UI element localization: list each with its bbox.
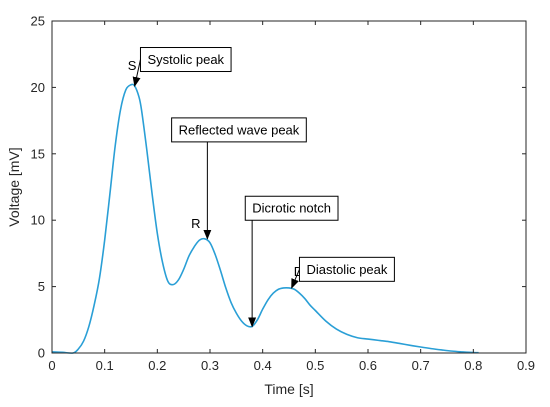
x-tick-label: 0: [48, 358, 55, 373]
annotation-arrow: [291, 269, 300, 289]
annotation-text: Reflected wave peak: [179, 122, 300, 137]
x-axis-title: Time [s]: [264, 381, 313, 397]
y-tick-label: 15: [31, 146, 45, 161]
x-tick-label: 0.1: [96, 358, 114, 373]
series-line-0: [51, 83, 479, 354]
annotation-text: Systolic peak: [147, 52, 224, 67]
annotation-dicrotic-notch: Dicrotic notch: [244, 195, 339, 328]
annotation-box: [171, 117, 307, 143]
x-tick-label: 0.5: [306, 358, 324, 373]
x-tick-label: 0.3: [201, 358, 219, 373]
annotation-arrow: [132, 59, 141, 88]
x-tick-label: 0.7: [412, 358, 430, 373]
annotations: Systolic peak Reflected wave peak Dicrotic…: [132, 47, 395, 328]
axes-box: [51, 20, 527, 354]
x-tick-label: 0.2: [148, 358, 166, 373]
y-tick-label: 5: [38, 279, 45, 294]
series-layer: [51, 83, 479, 354]
annotation-box: [244, 195, 339, 221]
axes-frame: [51, 20, 527, 354]
point-label-s: S: [128, 58, 137, 73]
x-tick-label: 0.6: [359, 358, 377, 373]
annotation-box: [139, 47, 232, 73]
x-tick-label: 0.4: [254, 358, 272, 373]
annotation-reflected-wave-peak: Reflected wave peak: [171, 117, 307, 240]
annotation-text: Diastolic peak: [306, 262, 387, 277]
annotation-text: Dicrotic notch: [252, 201, 331, 216]
annotation-systolic-peak: Systolic peak: [132, 47, 232, 88]
point-label-r: R: [191, 216, 200, 231]
y-axis-title: Voltage [mV]: [6, 147, 22, 226]
annotation-diastolic-peak: Diastolic peak: [291, 256, 395, 289]
plot-area: [52, 21, 526, 353]
y-tick-label: 25: [31, 14, 45, 29]
y-tick-label: 0: [38, 346, 45, 361]
axis-ticks: 0 0.1 0.2 0.3 0.4 0.5 0.6 0.7 0.8 0.9 0 5 10 15 20 25: [31, 14, 536, 374]
annotation-box: [298, 256, 395, 282]
y-tick-label: 10: [31, 213, 45, 228]
y-tick-label: 20: [31, 80, 45, 95]
x-tick-label: 0.9: [517, 358, 535, 373]
x-tick-label: 0.8: [464, 358, 482, 373]
